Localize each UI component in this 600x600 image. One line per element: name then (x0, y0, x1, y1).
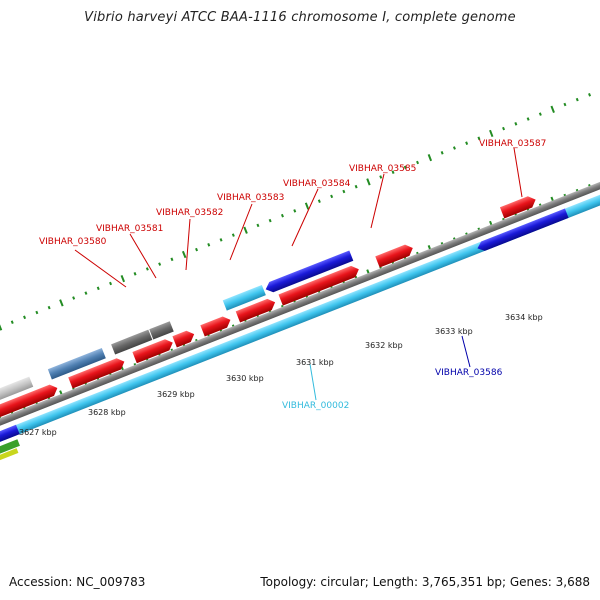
gene-fwd-388[interactable] (375, 242, 415, 268)
ruler-label-3628: 3628 kbp (88, 408, 126, 417)
gene-yellow-left[interactable] (0, 448, 19, 461)
gene-steel-left[interactable] (47, 347, 106, 380)
outer-ruler-tick (280, 213, 284, 218)
gene-labels: VIBHAR_03580 VIBHAR_03581 VIBHAR_03582 V… (39, 139, 546, 411)
outer-ruler-tick (231, 233, 235, 237)
gene-vibhar-03584[interactable] (235, 297, 278, 323)
outer-ruler-tick (379, 175, 383, 179)
outer-ruler (0, 93, 592, 331)
outer-ruler-tick (0, 324, 3, 331)
outer-ruler-tick (550, 105, 555, 113)
label-leaders (74, 147, 523, 401)
outer-ruler-tick (84, 291, 88, 295)
gene-lightgrey-left[interactable] (0, 376, 34, 406)
outer-ruler-tick (391, 170, 395, 174)
ruler-label-3627: 3627 kbp (19, 428, 57, 437)
accession-text: Accession: NC_009783 (9, 575, 146, 589)
gene-inner-blue-left[interactable] (0, 424, 20, 446)
feature-track (0, 160, 600, 461)
outer-ruler-tick (10, 320, 14, 324)
gene-vibhar-03585[interactable] (278, 264, 361, 306)
label-vibhar-03582[interactable]: VIBHAR_03582 (156, 208, 223, 218)
outer-ruler-tick (195, 247, 199, 252)
outer-ruler-tick (440, 151, 444, 155)
gene-grey-2[interactable] (149, 321, 174, 340)
gene-vibhar-03586[interactable] (476, 208, 569, 253)
outer-ruler-tick (416, 160, 420, 165)
outer-ruler-tick (502, 126, 506, 131)
outer-ruler-tick (427, 154, 433, 162)
outer-ruler-tick (170, 257, 174, 262)
outer-ruler-tick (35, 310, 39, 315)
outer-ruler-tick (59, 299, 64, 307)
outer-ruler-tick (120, 275, 126, 283)
gene-cyan-outer[interactable] (222, 284, 266, 311)
gene-blue-outer[interactable] (264, 250, 354, 294)
outer-ruler-tick (256, 223, 260, 228)
outer-ruler-tick (514, 122, 518, 126)
ruler-label-3630: 3630 kbp (226, 374, 264, 383)
gene-vibhar-03582[interactable] (172, 329, 196, 348)
outer-ruler-tick (330, 194, 334, 199)
outer-ruler-tick (489, 129, 494, 138)
outer-ruler-tick (538, 112, 542, 116)
outer-ruler-tick (243, 226, 248, 234)
outer-ruler-tick (145, 267, 149, 271)
outer-ruler-tick (317, 199, 321, 203)
ruler-label-3631: 3631 kbp (296, 358, 334, 367)
outer-ruler-tick (366, 178, 371, 186)
label-vibhar-03584[interactable]: VIBHAR_03584 (283, 179, 351, 189)
label-vibhar-00002[interactable]: VIBHAR_00002 (282, 401, 349, 411)
outer-ruler-tick (354, 184, 358, 189)
ruler-labels: 3627 kbp 3628 kbp 3629 kbp 3630 kbp 3631… (19, 313, 543, 437)
outer-ruler-tick (342, 189, 346, 194)
ruler-label-3634: 3634 kbp (505, 313, 543, 322)
gene-grey-1[interactable] (111, 329, 153, 355)
outer-ruler-tick (588, 93, 592, 97)
outer-ruler-tick (268, 218, 272, 223)
label-vibhar-03585[interactable]: VIBHAR_03585 (349, 164, 416, 174)
label-vibhar-03587[interactable]: VIBHAR_03587 (479, 139, 546, 149)
outer-ruler-tick (293, 209, 297, 213)
outer-ruler-tick (526, 117, 530, 121)
outer-ruler-tick (304, 202, 310, 210)
label-vibhar-03586[interactable]: VIBHAR_03586 (435, 368, 503, 378)
topology-text: Topology: circular; Length: 3,765,351 bp… (260, 575, 590, 589)
outer-ruler-tick (575, 97, 579, 102)
outer-ruler-tick (109, 281, 113, 286)
gene-vibhar-03583[interactable] (200, 314, 232, 337)
label-vibhar-03581[interactable]: VIBHAR_03581 (96, 224, 163, 234)
outer-ruler-tick (207, 243, 211, 247)
outer-ruler-tick (181, 250, 187, 259)
outer-ruler-tick (477, 136, 481, 141)
outer-ruler-tick (47, 305, 51, 310)
outer-ruler-tick (219, 238, 223, 242)
ruler-label-3629: 3629 kbp (157, 390, 195, 399)
ruler-label-3632: 3632 kbp (365, 341, 403, 350)
gene-vibhar-03581[interactable] (132, 337, 175, 364)
label-vibhar-03580[interactable]: VIBHAR_03580 (39, 237, 107, 247)
outer-ruler-tick (465, 141, 469, 145)
outer-ruler-tick (563, 102, 567, 107)
outer-ruler-tick (403, 165, 407, 170)
outer-ruler-tick (452, 146, 456, 150)
outer-ruler-tick (96, 286, 100, 291)
label-vibhar-03583[interactable]: VIBHAR_03583 (217, 193, 284, 203)
outer-ruler-tick (72, 296, 76, 300)
gene-vibhar-03587[interactable] (499, 194, 538, 219)
outer-ruler-tick (23, 315, 27, 320)
outer-ruler-tick (158, 262, 162, 266)
outer-ruler-tick (133, 272, 137, 276)
gene-vibhar-03580[interactable] (68, 356, 126, 389)
ruler-label-3633: 3633 kbp (435, 327, 473, 336)
chromosome-backbone (0, 160, 600, 432)
gene-green-left[interactable] (0, 439, 20, 456)
gene-fwd-1[interactable] (0, 382, 60, 421)
map-title: Vibrio harveyi ATCC BAA-1116 chromosome … (84, 10, 516, 25)
